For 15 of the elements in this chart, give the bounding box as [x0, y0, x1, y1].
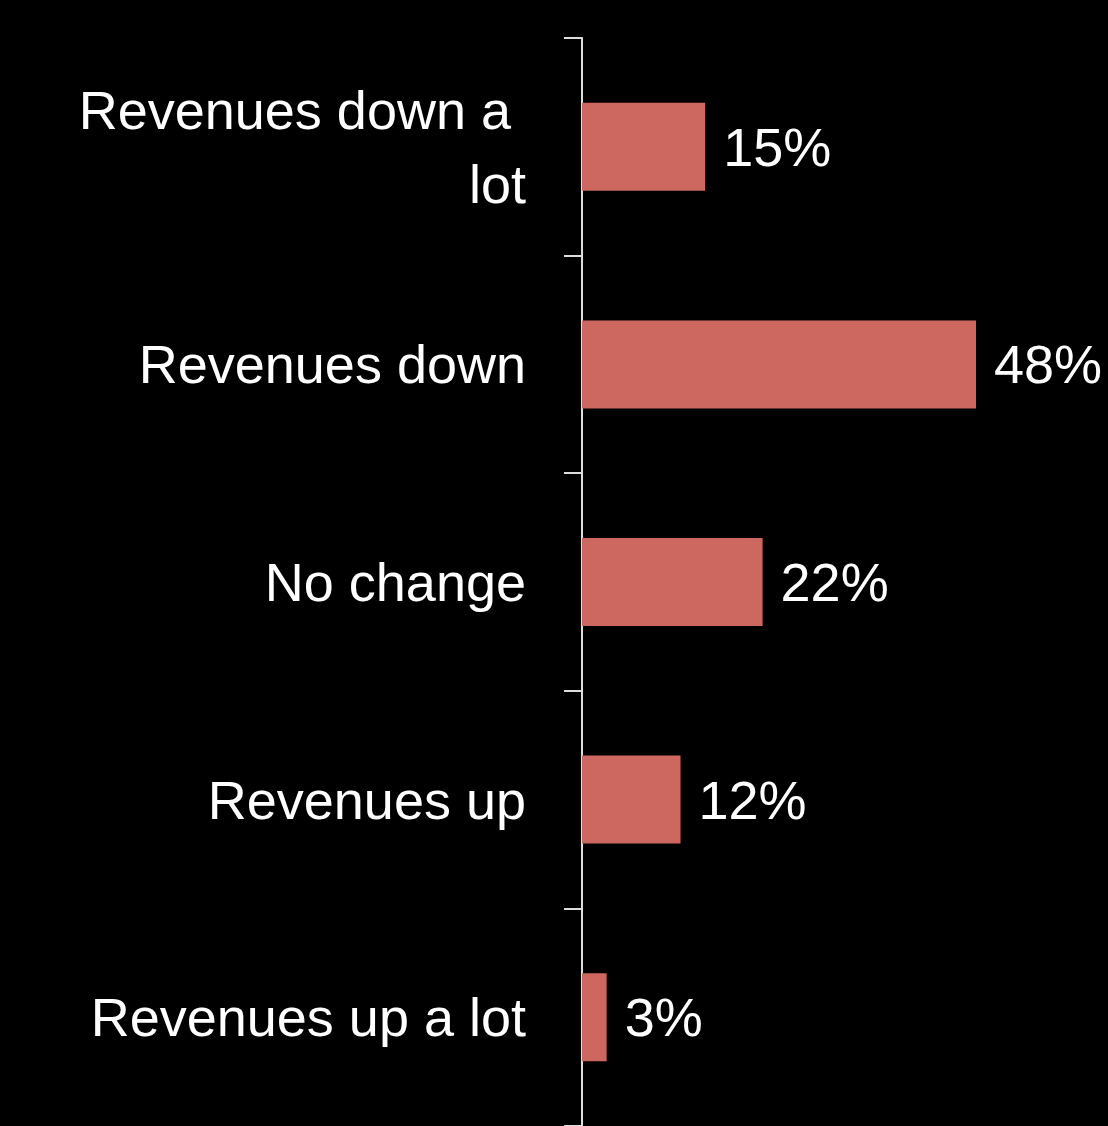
- y-tick-label: Revenues down a lot: [78, 79, 526, 214]
- y-tick-label: Revenues down: [138, 334, 526, 395]
- bar: [582, 320, 976, 409]
- bar: [582, 102, 706, 191]
- y-tick-label: Revenues up a lot: [90, 987, 526, 1048]
- data-label: 3%: [624, 987, 703, 1048]
- data-label: 15%: [723, 116, 832, 177]
- bar: [582, 973, 607, 1062]
- y-tick-label: No change: [264, 552, 526, 612]
- bar: [582, 538, 763, 626]
- data-label: 12%: [698, 769, 807, 830]
- bar: [582, 755, 681, 844]
- data-label: 48%: [994, 334, 1103, 395]
- data-label: 22%: [780, 552, 889, 612]
- y-tick-label: Revenues up: [207, 769, 526, 830]
